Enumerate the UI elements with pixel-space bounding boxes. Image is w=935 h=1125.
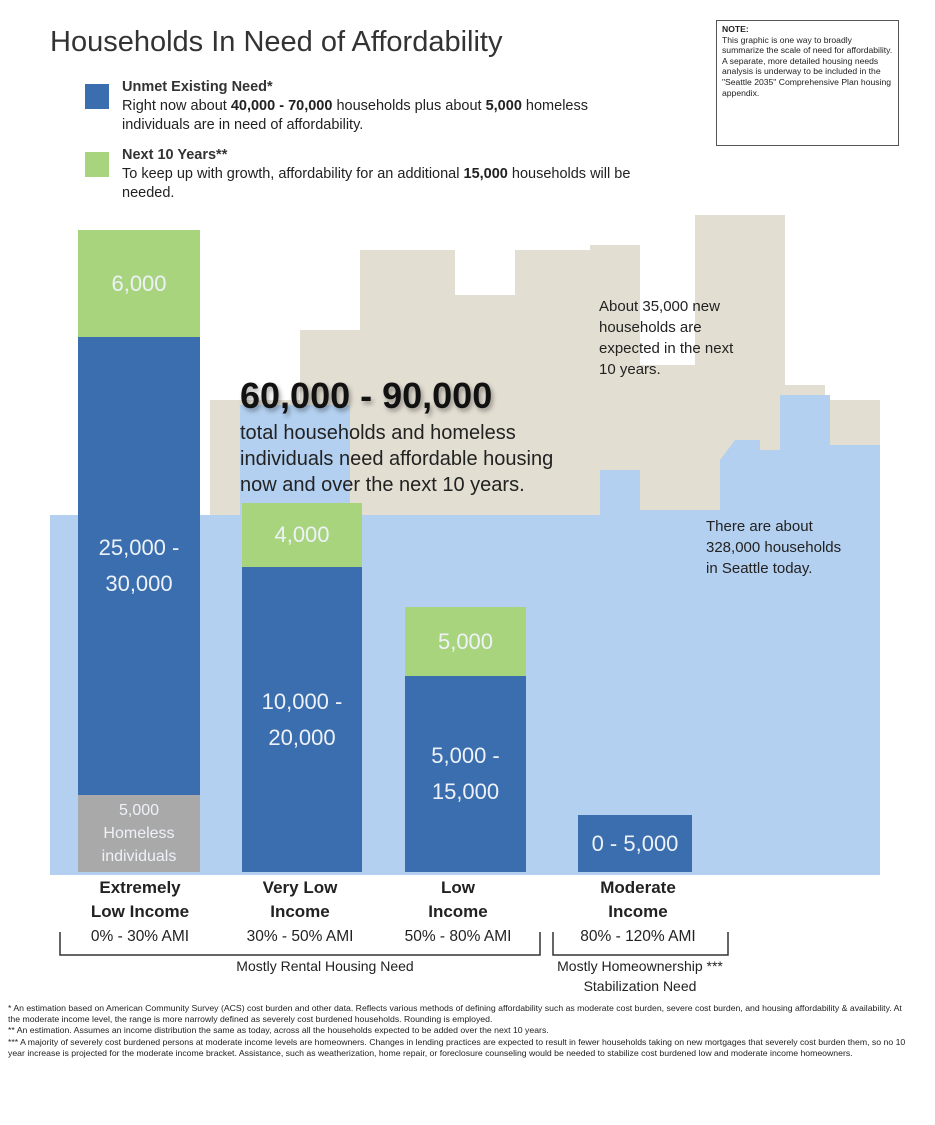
category-line: Low Income	[90, 902, 190, 921]
bar-label: 5,000 -	[431, 743, 500, 768]
ami-label: 0% - 30% AMI	[90, 928, 190, 945]
legend-heading: Unmet Existing Need*	[122, 79, 273, 95]
bar-segment: 5,000 Homeless individuals	[78, 795, 200, 872]
category-line: Extremely	[99, 878, 181, 897]
legend-heading: Next 10 Years**	[122, 147, 228, 163]
category-line: Income	[270, 902, 330, 921]
category-label: Low Income	[378, 876, 538, 924]
category-line: Very Low	[262, 878, 338, 897]
bar-label: 15,000	[431, 779, 500, 804]
category-line: Income	[428, 902, 488, 921]
legend-text: households will be needed.	[122, 166, 631, 201]
group-line: Mostly Homeownership ***	[557, 958, 723, 974]
bar-label: 0 - 5,000	[591, 830, 679, 856]
brackets	[59, 932, 729, 956]
legend-entry: Next 10 Years** To keep up with growth, a…	[122, 146, 642, 203]
footnotes: * An estimation based on American Commun…	[8, 1003, 913, 1059]
space-needle	[404, 295, 444, 515]
category-label: Moderate Income	[558, 876, 718, 924]
annotation-line: About 35,000 new	[599, 298, 720, 315]
legend-text: Right now about	[122, 98, 231, 114]
category-label: Extremely Low Income	[60, 876, 220, 924]
annotation-line: 328,000 households	[706, 539, 842, 556]
bar-segment: 10,000 - 20,000	[242, 567, 362, 872]
bar-segment: 4,000	[242, 503, 362, 567]
annotation: There are about 328,000 households in Seat…	[706, 516, 841, 579]
bar-segment: 6,000	[78, 230, 200, 337]
headline-figure: 60,000 - 90,000	[240, 375, 493, 416]
bar-label: 25,000 -	[98, 535, 180, 560]
group-line: Stabilization Need	[583, 978, 697, 994]
legend-entry: Unmet Existing Need* Right now about 40,0…	[122, 78, 642, 135]
bar-segment: 0 - 5,000	[578, 815, 692, 872]
category-line: Low	[441, 878, 475, 897]
bar-label: 4,000	[274, 522, 330, 547]
title: Households In Need of Affordability	[50, 26, 503, 58]
bar-label: 6,000	[111, 270, 167, 296]
footnote: ** An estimation. Assumes an income dist…	[8, 1025, 549, 1036]
annotation-line: expected in the next	[599, 340, 734, 357]
headline-line: total households and homeless	[240, 422, 516, 444]
legend-swatch	[85, 84, 109, 109]
bar-label: Homeless	[103, 825, 175, 842]
bar-label: 5,000	[437, 628, 494, 654]
headline-line: individuals need affordable housing	[240, 448, 554, 470]
ami-label: 50% - 80% AMI	[404, 928, 512, 945]
group-label: Mostly Rental Housing Need	[190, 956, 460, 976]
annotation-line: There are about	[706, 518, 813, 535]
headline-text: total households and homeless individuals…	[240, 420, 553, 498]
legend-text: To keep up with growth, affordability fo…	[122, 166, 464, 182]
note: NOTE: This graphic is one way to broadly…	[716, 20, 899, 146]
legend-swatch	[85, 152, 109, 177]
annotation-line: in Seattle today.	[706, 560, 813, 577]
bar-segment: 5,000 - 15,000	[405, 676, 526, 872]
bar-label: 20,000	[268, 724, 336, 750]
legend-text: 15,000	[463, 166, 508, 182]
legend-text: households plus about	[332, 98, 486, 114]
annotation-line: households are	[599, 319, 702, 336]
legend-text: 40,000 - 70,000	[230, 98, 333, 114]
group-line: Mostly Rental Housing Need	[236, 958, 414, 974]
footnote: * An estimation based on American Commun…	[8, 1003, 902, 1025]
footnote: *** A majority of severely cost burdened…	[8, 1036, 906, 1058]
note-text: This graphic is one way to broadly summa…	[722, 34, 893, 98]
legend-text: homeless individuals are in need of affo…	[122, 98, 588, 133]
category-line: Income	[608, 902, 668, 921]
group-label: Mostly Homeownership *** Stabilization Ne…	[520, 956, 760, 996]
ami-label: 30% - 50% AMI	[246, 928, 354, 945]
bar-label: 10,000 -	[261, 688, 343, 714]
category-line: Moderate	[600, 878, 676, 897]
bar-label: 5,000	[118, 802, 160, 819]
legend-text: 5,000	[485, 98, 522, 114]
category-label: Very Low Income	[220, 876, 380, 924]
bar-segment: 5,000	[405, 607, 526, 676]
bar-label: 30,000	[105, 571, 173, 596]
bar-label: individuals	[101, 848, 177, 865]
ami-label: 80% - 120% AMI	[580, 928, 696, 945]
headline-line: now and over the next 10 years.	[240, 474, 525, 496]
bar-segment: 25,000 - 30,000	[78, 337, 200, 795]
note-heading: NOTE:	[722, 24, 749, 34]
annotation-line: 10 years.	[599, 361, 661, 378]
annotation: About 35,000 new households are expected i…	[599, 296, 733, 380]
